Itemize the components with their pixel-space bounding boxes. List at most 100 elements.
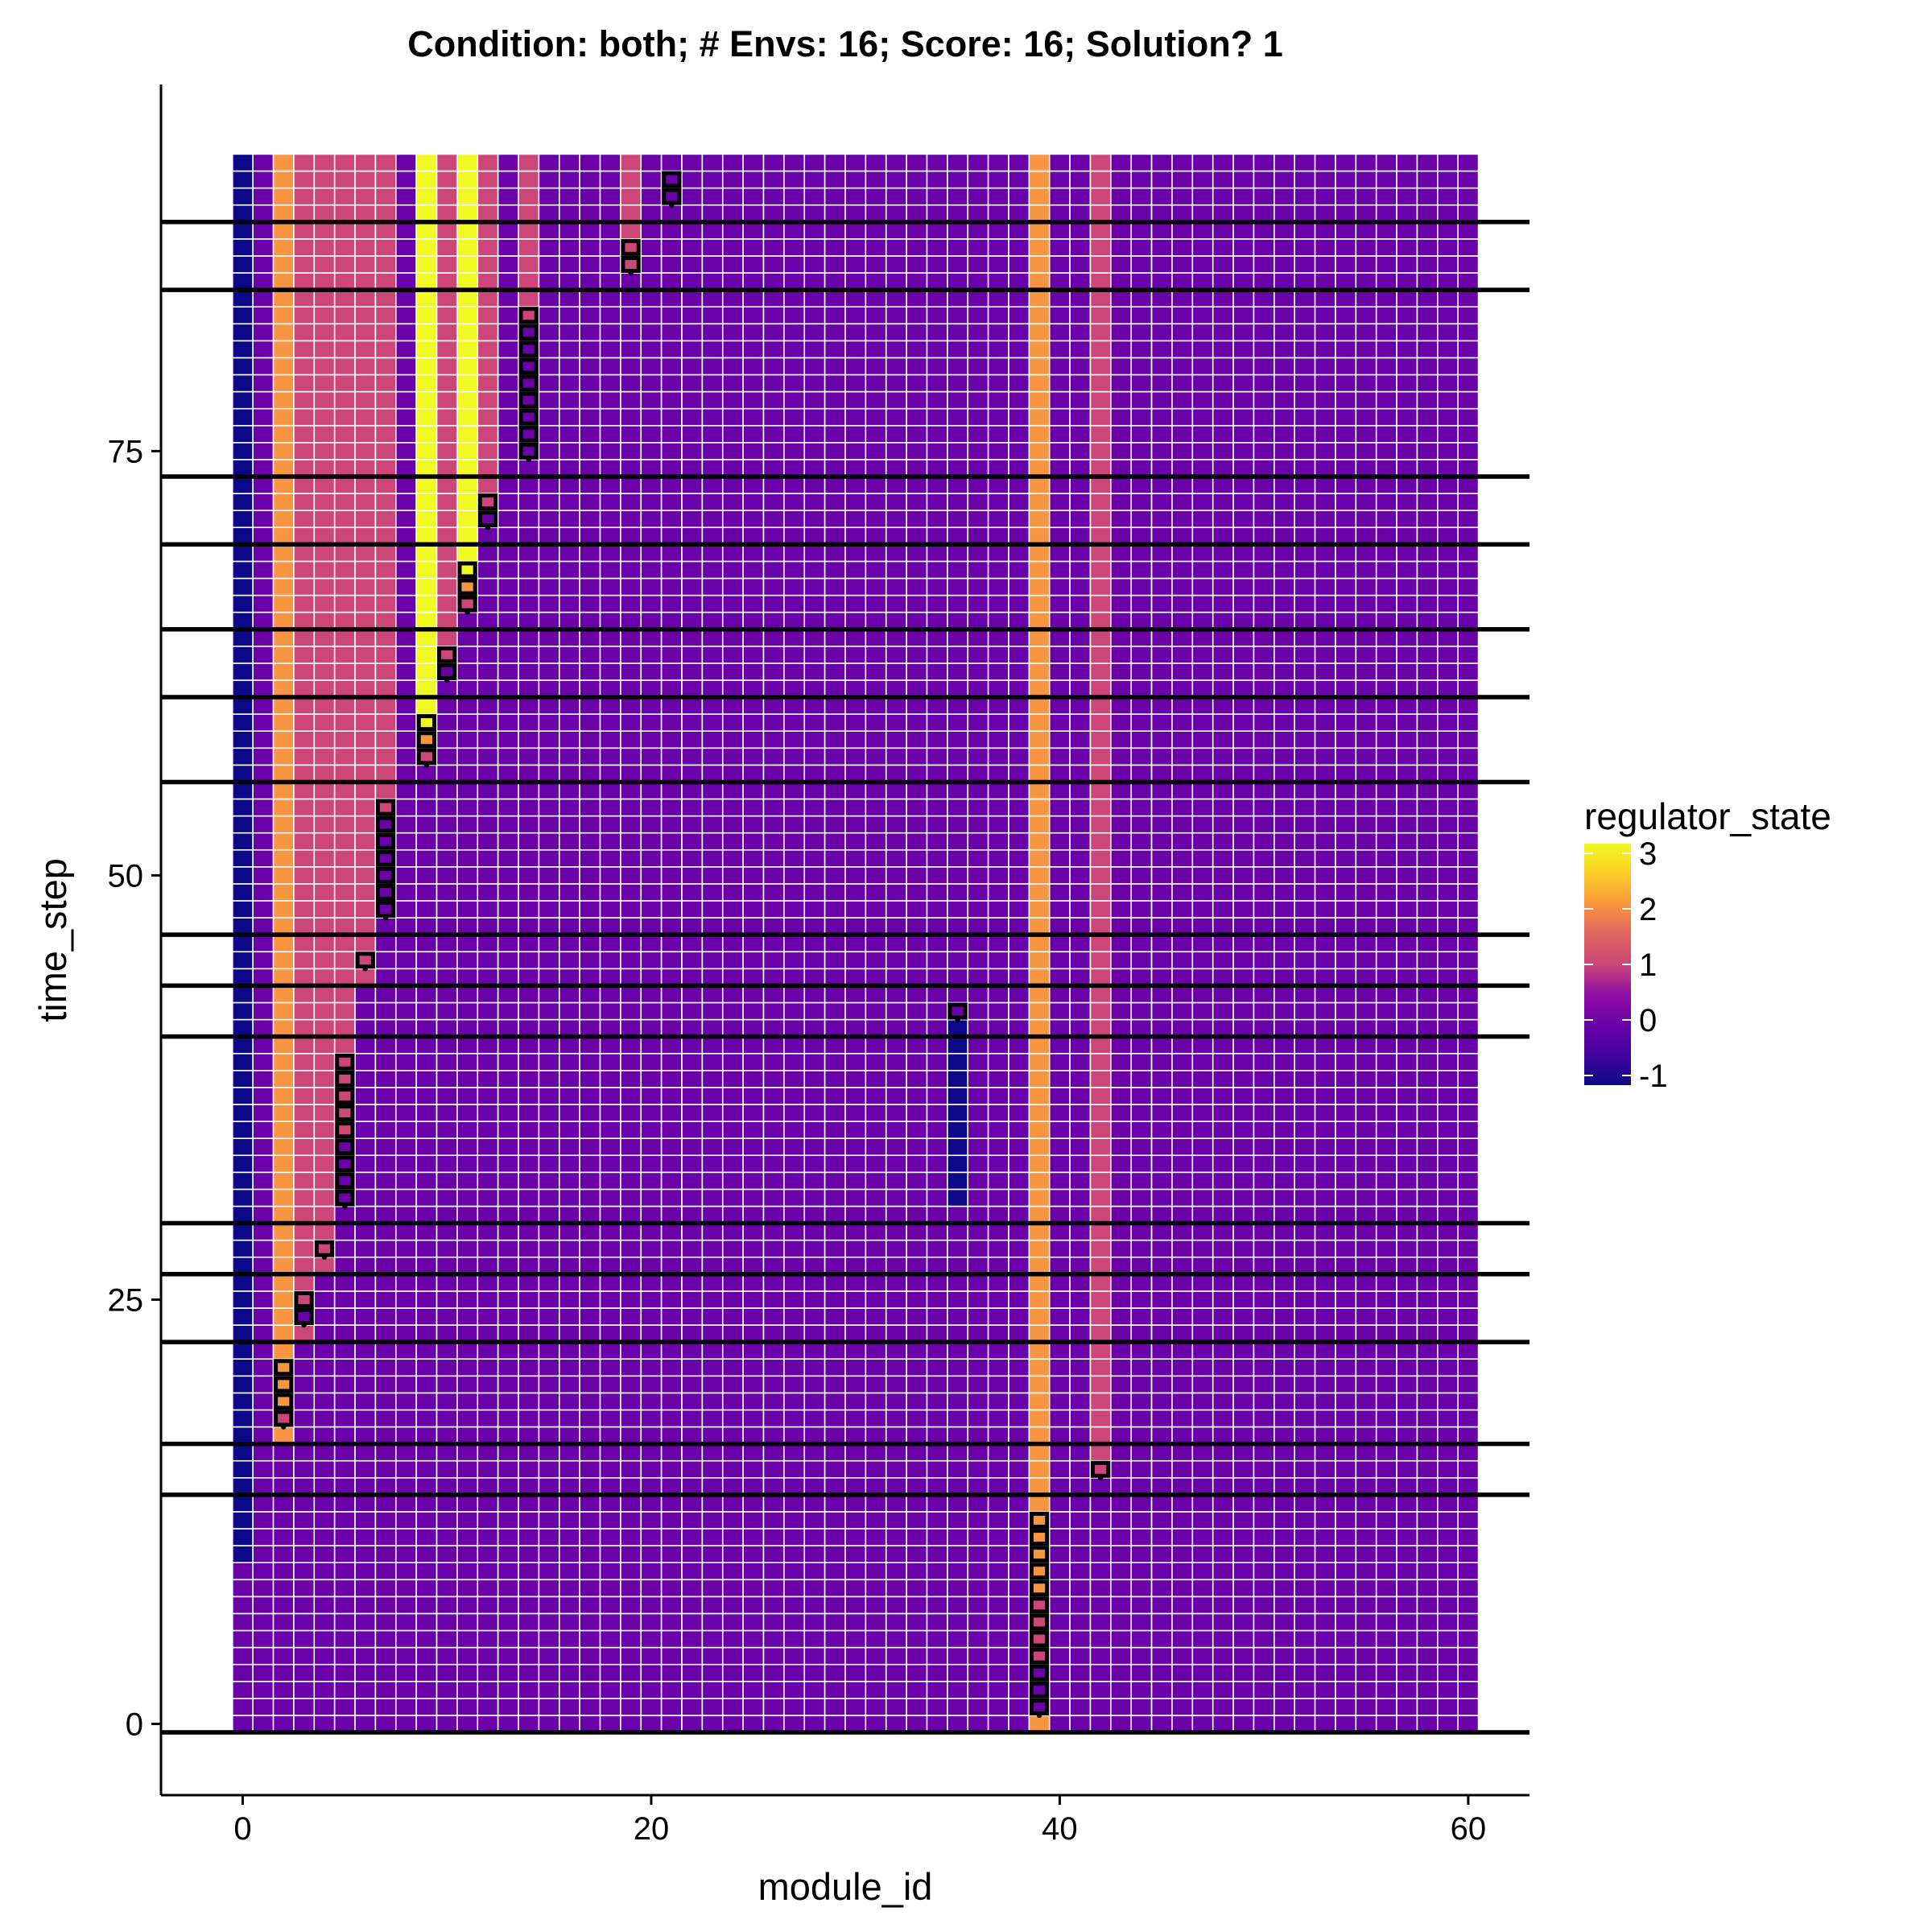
heatmap-cell — [1150, 1087, 1173, 1105]
heatmap-cell — [906, 1290, 928, 1309]
heatmap-cell — [701, 1358, 724, 1377]
heatmap-cell — [803, 1018, 826, 1038]
heatmap-cell — [1110, 560, 1133, 580]
heatmap-cell — [824, 442, 846, 460]
heatmap-cell — [313, 1629, 336, 1649]
heatmap-cell — [906, 340, 928, 359]
heatmap-cell — [701, 306, 724, 325]
heatmap-cell — [947, 611, 969, 630]
heatmap-cell — [518, 1443, 540, 1462]
heatmap-cell — [394, 1104, 417, 1122]
heatmap-cell — [620, 968, 642, 987]
heatmap-cell — [558, 1358, 580, 1377]
heatmap-cell — [865, 713, 887, 732]
heatmap-cell — [660, 1596, 683, 1615]
heatmap-cell — [497, 1663, 519, 1682]
heatmap-cell — [456, 1222, 479, 1241]
heatmap-cell — [1110, 1171, 1133, 1191]
heatmap-cell — [1314, 1001, 1336, 1021]
heatmap-cell — [436, 1137, 458, 1157]
heatmap-cell — [1314, 917, 1336, 935]
heatmap-cell — [926, 951, 948, 970]
heatmap-cell — [538, 221, 560, 240]
heatmap-cell — [967, 594, 989, 613]
heatmap-cell — [1110, 493, 1133, 511]
heatmap-cell — [1191, 1121, 1214, 1139]
heatmap-cell — [824, 476, 846, 494]
heatmap-cell — [721, 1256, 744, 1275]
heatmap-cell — [906, 1476, 928, 1496]
heatmap-cell — [252, 1629, 275, 1649]
heatmap-cell — [1008, 204, 1030, 223]
heatmap-cell — [354, 764, 377, 783]
heatmap-cell — [1028, 713, 1051, 732]
heatmap-cell — [436, 1494, 458, 1513]
heatmap-cell — [1253, 238, 1275, 257]
heatmap-cell — [681, 832, 704, 851]
heatmap-cell — [762, 663, 785, 681]
heatmap-cell — [701, 985, 724, 1004]
heatmap-cell — [701, 204, 724, 223]
heatmap-cell — [374, 543, 397, 563]
heatmap-cell — [293, 713, 316, 732]
heatmap-cell — [844, 1035, 867, 1055]
heatmap-cell — [640, 663, 663, 681]
heatmap-cell — [620, 424, 642, 444]
heatmap-cell — [926, 1121, 948, 1139]
heatmap-cell — [354, 1579, 377, 1598]
heatmap-cell — [1171, 204, 1194, 223]
heatmap-cell — [497, 951, 519, 970]
heatmap-cell — [824, 934, 846, 953]
heatmap-cell — [272, 1646, 295, 1666]
heatmap-cell — [885, 577, 907, 597]
heatmap-cell — [232, 526, 254, 546]
heatmap-cell — [783, 560, 806, 580]
heatmap-cell — [967, 221, 989, 240]
heatmap-cell — [1048, 696, 1071, 715]
heatmap-cell — [660, 1579, 683, 1598]
heatmap-cell — [456, 1562, 479, 1581]
heatmap-cell — [1171, 1663, 1194, 1682]
heatmap-cell — [660, 526, 683, 546]
heatmap-cell — [1212, 153, 1234, 172]
heatmap-cell — [1191, 713, 1214, 732]
heatmap-cell — [701, 1154, 724, 1174]
heatmap-cell — [681, 1459, 704, 1479]
heatmap-cell — [313, 815, 336, 834]
heatmap-cell — [1008, 1596, 1030, 1615]
heatmap-cell — [762, 1035, 785, 1055]
heatmap-cell — [313, 611, 336, 630]
heatmap-cell — [293, 1188, 316, 1208]
heatmap-cell — [1008, 1121, 1030, 1139]
heatmap-cell — [456, 170, 479, 189]
heatmap-cell — [1294, 900, 1316, 919]
heatmap-cell — [1110, 204, 1133, 223]
heatmap-cell — [456, 1324, 479, 1343]
heatmap-cell — [783, 611, 806, 630]
heatmap-cell — [803, 900, 826, 919]
heatmap-cell — [721, 663, 744, 681]
heatmap-cell — [354, 645, 377, 664]
heatmap-cell — [1232, 1188, 1255, 1208]
heatmap-cell — [599, 442, 621, 460]
heatmap-cell — [906, 510, 928, 529]
heatmap-cell — [967, 1511, 989, 1530]
heatmap-cell — [313, 187, 336, 206]
heatmap-cell — [987, 1171, 1009, 1191]
heatmap-cell — [579, 917, 601, 935]
heatmap-cell — [783, 900, 806, 919]
heatmap-cell — [660, 1646, 683, 1666]
heatmap-cell — [1008, 1528, 1030, 1546]
heatmap-cell — [1089, 1256, 1112, 1275]
heatmap-cell — [926, 323, 948, 342]
heatmap-cell — [1069, 390, 1092, 410]
heatmap-cell — [518, 747, 540, 766]
heatmap-cell — [1212, 764, 1234, 783]
heatmap-cell — [374, 1629, 397, 1649]
heatmap-cell — [293, 1341, 316, 1360]
heatmap-cell — [1048, 306, 1071, 325]
heatmap-cell — [518, 272, 540, 291]
heatmap-cell — [333, 1579, 356, 1598]
heatmap-cell — [599, 1070, 621, 1088]
heatmap-cell — [415, 832, 438, 851]
